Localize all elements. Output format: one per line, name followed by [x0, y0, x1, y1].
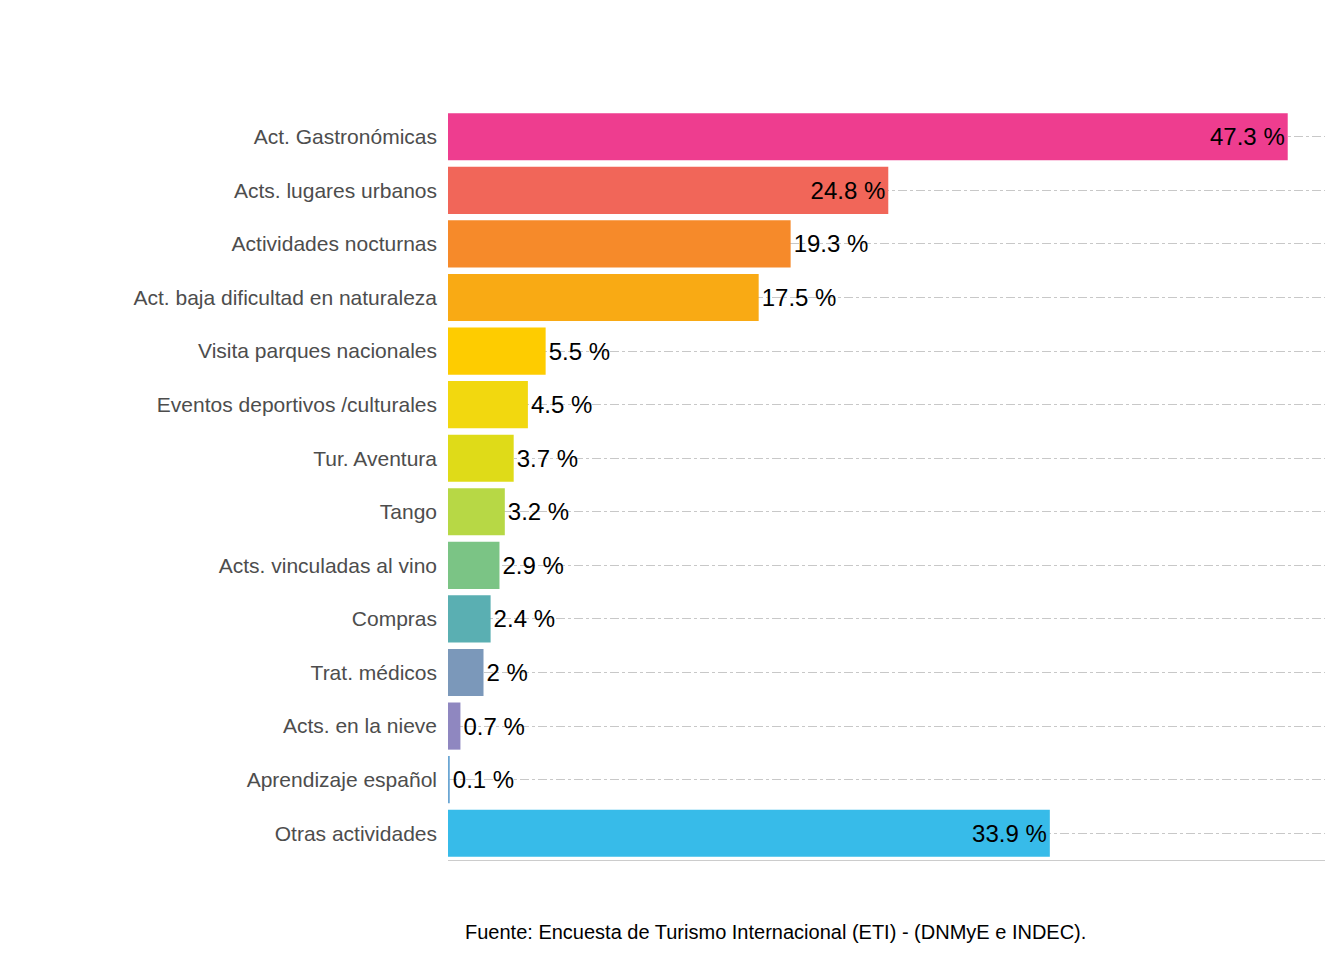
svg-text:Act. Gastronómicas: Act. Gastronómicas [254, 125, 437, 148]
svg-text:47.3 %: 47.3 % [1210, 123, 1285, 150]
svg-text:3.7 %: 3.7 % [517, 445, 578, 472]
svg-text:Visita parques nacionales: Visita parques nacionales [198, 339, 437, 362]
svg-text:17.5 %: 17.5 % [762, 284, 837, 311]
svg-text:Acts. lugares urbanos: Acts. lugares urbanos [234, 179, 437, 202]
svg-text:Acts. vinculadas al vino: Acts. vinculadas al vino [219, 554, 437, 577]
svg-text:2 %: 2 % [487, 659, 528, 686]
svg-text:Otras actividades: Otras actividades [275, 822, 437, 845]
svg-text:24.8 %: 24.8 % [811, 177, 886, 204]
svg-text:Fuente: Encuesta de Turismo In: Fuente: Encuesta de Turismo Internaciona… [465, 921, 1086, 943]
svg-text:4.5 %: 4.5 % [531, 391, 592, 418]
svg-text:Aprendizaje español: Aprendizaje español [247, 768, 437, 791]
svg-text:Trat. médicos: Trat. médicos [311, 661, 437, 684]
svg-text:Act. baja dificultad en natura: Act. baja dificultad en naturaleza [133, 286, 437, 309]
svg-text:33.9 %: 33.9 % [972, 820, 1047, 847]
svg-text:Eventos deportivos /culturales: Eventos deportivos /culturales [157, 393, 437, 416]
svg-text:2.4 %: 2.4 % [494, 605, 555, 632]
svg-text:5.5 %: 5.5 % [549, 338, 610, 365]
svg-text:19.3 %: 19.3 % [794, 230, 869, 257]
svg-text:Actividades nocturnas: Actividades nocturnas [232, 232, 437, 255]
svg-text:0.7 %: 0.7 % [463, 713, 524, 740]
svg-text:Tur. Aventura: Tur. Aventura [313, 447, 437, 470]
svg-text:Acts. en la nieve: Acts. en la nieve [283, 714, 437, 737]
svg-text:0.1 %: 0.1 % [453, 766, 514, 793]
svg-text:Compras: Compras [352, 607, 437, 630]
svg-text:3.2 %: 3.2 % [508, 498, 569, 525]
svg-text:2.9 %: 2.9 % [502, 552, 563, 579]
svg-text:Tango: Tango [380, 500, 437, 523]
